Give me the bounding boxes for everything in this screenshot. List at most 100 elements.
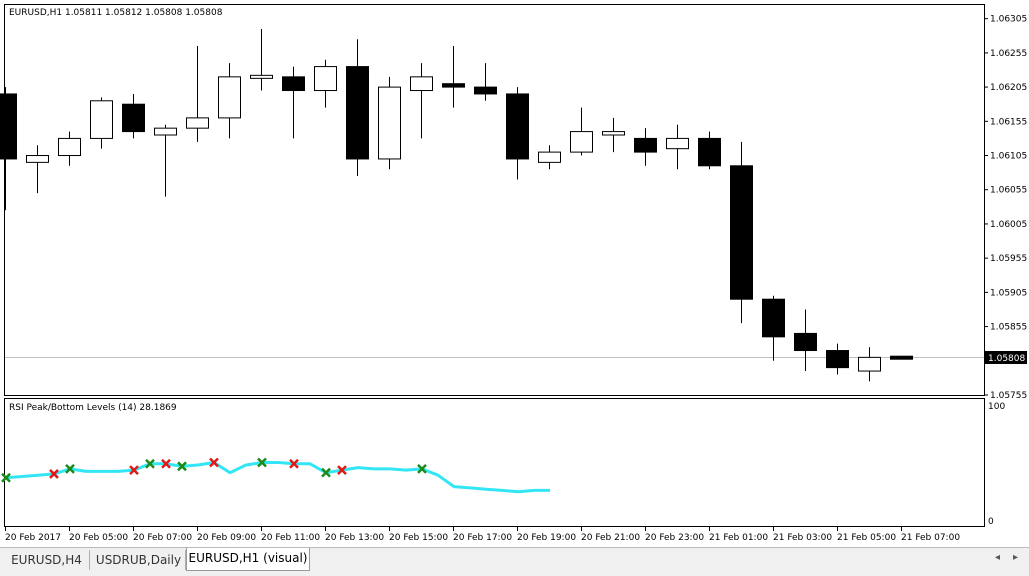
rsi-peak-marker (209, 457, 219, 468)
rsi-bottom-marker-stroke (257, 457, 267, 468)
price-tick-label: 1.06005 (990, 220, 1027, 230)
indicator-header: RSI Peak/Bottom Levels (14) 28.1869 (9, 403, 177, 413)
rsi-peak-marker-stroke (161, 458, 171, 469)
candle-body (0, 93, 17, 160)
candle (506, 87, 529, 180)
price-tick-label: 1.06305 (990, 15, 1027, 25)
candle-body (186, 117, 209, 129)
time-tick-label: 20 Feb 11:00 (261, 533, 320, 543)
candle (346, 39, 369, 177)
price-tick-label: 1.06155 (990, 117, 1027, 127)
rsi-bottom-marker (321, 467, 331, 478)
current-price-label: 1.05808 (988, 354, 1025, 364)
indicator-frame (4, 398, 985, 527)
time-tick-label: 21 Feb 03:00 (773, 533, 832, 543)
rsi-bottom-marker-stroke (1, 472, 11, 483)
indicator-axis-bottom: 0 (988, 517, 994, 527)
candle (58, 131, 81, 166)
rsi-bottom-marker-stroke (321, 467, 331, 478)
candle-body (410, 76, 433, 92)
rsi-peak-marker-stroke (289, 458, 299, 469)
time-axis: 20 Feb 2017 20 Feb 05:00 20 Feb 07:00 20 Fe… (5, 527, 960, 543)
candle (890, 355, 913, 360)
candle-body (474, 86, 497, 95)
candle-body (218, 76, 241, 119)
candle-body (794, 332, 817, 352)
indicator-axis-top: 100 (988, 402, 1005, 412)
rsi-indicator-panel[interactable]: RSI Peak/Bottom Levels (14) 28.1869 100 … (1, 398, 1005, 528)
tab-eurusd-h1-visual[interactable]: EURUSD,H1 (visual) (186, 548, 310, 571)
rsi-bottom-marker (65, 463, 75, 474)
candle-body (90, 100, 113, 139)
rsi-peak-marker-stroke (49, 469, 59, 479)
candle-body (826, 350, 849, 369)
rsi-peak-marker (289, 458, 299, 469)
main-chart-header: EURUSD,H1 1.05811 1.05812 1.05808 1.0580… (9, 8, 223, 18)
candle (538, 145, 561, 170)
tab-usdrub-daily[interactable]: USDRUB,Daily (92, 550, 186, 570)
price-tick-label: 1.06055 (990, 186, 1027, 196)
candle (26, 145, 49, 194)
rsi-bottom-marker (417, 463, 427, 474)
candle (666, 124, 689, 170)
rsi-markers-layer (1, 457, 427, 483)
rsi-peak-marker-stroke (209, 457, 219, 468)
candle (826, 343, 849, 375)
candle (474, 63, 497, 101)
rsi-peak-marker (161, 458, 171, 469)
rsi-bottom-marker-stroke (177, 461, 187, 472)
chart-background (0, 0, 1029, 547)
tab-scroll-left-icon[interactable]: ◂ (995, 552, 1001, 563)
time-tick-label: 20 Feb 15:00 (389, 533, 448, 543)
candle (602, 117, 625, 153)
rsi-bottom-marker-stroke (65, 463, 75, 474)
candle (0, 87, 17, 211)
rsi-peak-marker (49, 469, 59, 479)
candle-body (314, 66, 337, 92)
candle-body (538, 151, 561, 163)
rsi-bottom-marker (1, 472, 11, 483)
candle-body (698, 137, 721, 167)
candle (250, 28, 273, 91)
candle (570, 107, 593, 156)
candle (410, 63, 433, 139)
time-tick-label: 20 Feb 07:00 (133, 533, 192, 543)
candle-body (250, 74, 273, 79)
candle (858, 347, 881, 382)
current-price-tag: 1.05808 (985, 351, 1027, 364)
rsi-peak-marker (129, 465, 139, 476)
candle (730, 141, 753, 324)
candle (282, 66, 305, 139)
candle (762, 295, 785, 361)
rsi-peak-marker-stroke (337, 465, 347, 476)
time-tick-label: 21 Feb 01:00 (709, 533, 768, 543)
tab-eurusd-h4[interactable]: EURUSD,H4 (4, 550, 90, 570)
time-tick-label: 21 Feb 07:00 (901, 533, 960, 543)
main-price-chart[interactable]: EURUSD,H1 1.05811 1.05812 1.05808 1.0580… (0, 4, 1027, 402)
tab-scroll-right-icon[interactable]: ▸ (1013, 552, 1019, 563)
time-tick-label: 20 Feb 05:00 (69, 533, 128, 543)
candle-body (858, 356, 881, 372)
time-tick-label: 20 Feb 23:00 (645, 533, 704, 543)
price-tick-label: 1.06255 (990, 49, 1027, 59)
candle-body (26, 155, 49, 163)
candle-body (666, 137, 689, 150)
price-tick-label: 1.05905 (990, 288, 1027, 298)
candle (442, 46, 465, 108)
candle-body (730, 165, 753, 300)
candles-layer (0, 28, 913, 382)
rsi-bottom-marker-stroke (417, 463, 427, 474)
candle (186, 46, 209, 142)
price-tick-label: 1.05955 (990, 254, 1027, 264)
candle (378, 76, 401, 170)
candle-body (378, 86, 401, 160)
main-chart-frame (4, 4, 985, 396)
rsi-peak-marker (337, 465, 347, 476)
candle-body (602, 131, 625, 136)
time-tick-label: 20 Feb 17:00 (453, 533, 512, 543)
candle (698, 131, 721, 170)
candle-body (442, 83, 465, 88)
rsi-bottom-marker (145, 458, 155, 469)
price-tick-label: 1.06205 (990, 83, 1027, 93)
